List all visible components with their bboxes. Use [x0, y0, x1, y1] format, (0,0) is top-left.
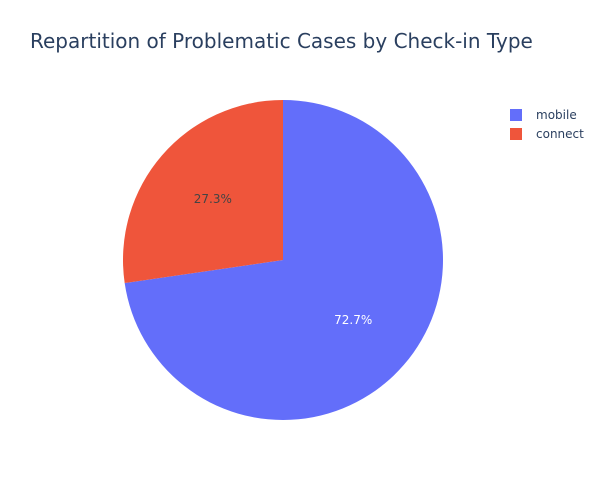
legend: mobile connect	[510, 105, 584, 143]
slice-label-connect: 27.3%	[194, 192, 232, 206]
pie-slice-connect[interactable]	[123, 100, 284, 284]
slice-label-mobile: 72.7%	[334, 313, 372, 327]
legend-item-connect[interactable]: connect	[510, 124, 584, 143]
legend-label-connect: connect	[536, 126, 584, 141]
legend-swatch-mobile	[510, 108, 522, 121]
legend-item-mobile[interactable]: mobile	[510, 105, 584, 124]
legend-swatch-connect	[510, 127, 522, 140]
pie-slice-mobile[interactable]	[124, 100, 443, 420]
chart-title: Repartition of Problematic Cases by Chec…	[30, 29, 533, 53]
legend-label-mobile: mobile	[536, 107, 577, 122]
